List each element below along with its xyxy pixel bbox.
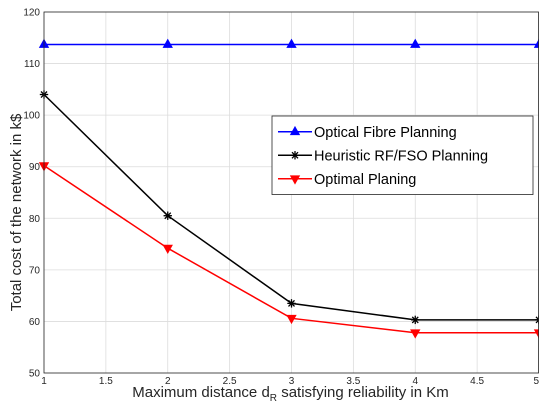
legend-marker	[290, 151, 300, 160]
y-tick-label: 120	[23, 8, 40, 19]
data-point	[162, 38, 173, 48]
legend: Optical Fibre Planning Heuristic RF/FSO P…	[271, 115, 534, 195]
x-axis-label: Maximum distance dR satisfying reliabili…	[132, 384, 449, 404]
y-tick-label: 100	[23, 111, 40, 122]
y-tick-label: 70	[29, 265, 41, 276]
x-tick-label: 3.5	[346, 376, 360, 387]
data-point	[287, 299, 296, 308]
y-tick-label: 110	[24, 59, 40, 70]
data-point	[534, 315, 539, 325]
legend-item: Heuristic RF/FSO Planning	[278, 148, 488, 164]
data-point	[533, 329, 539, 339]
y-tick-label: 50	[29, 369, 41, 380]
data-point	[286, 38, 297, 48]
data-point	[533, 38, 539, 48]
legend-item: Optical Fibre Planning	[278, 125, 457, 141]
data-point	[411, 315, 420, 325]
legend-item: Optimal Planing	[278, 172, 416, 188]
data-point	[286, 314, 297, 325]
x-tick-label: 4	[412, 376, 418, 387]
data-point	[410, 38, 421, 48]
legend-label: Optical Fibre Planning	[314, 125, 457, 141]
x-tick-label: 2	[165, 376, 171, 387]
y-axis-label: Total cost of the network in k$	[8, 113, 25, 311]
y-tick-label: 80	[29, 214, 41, 225]
x-tick-label: 2.5	[223, 376, 237, 387]
legend-label: Optimal Planing	[314, 172, 416, 188]
series-1	[38, 38, 539, 48]
x-axis-label-suffix: satisfying reliability in Km	[277, 384, 449, 401]
x-axis-label-prefix: Maximum distance d	[132, 384, 270, 401]
x-tick-label: 4.5	[470, 376, 484, 387]
x-tick-label: 1.5	[99, 376, 113, 387]
y-tick-label: 60	[29, 317, 41, 328]
legend-box	[271, 115, 534, 195]
x-tick-label: 1	[41, 376, 47, 387]
data-point	[410, 329, 421, 339]
data-point	[162, 244, 173, 255]
legend-label: Heuristic RF/FSO Planning	[314, 148, 488, 164]
y-tick-label: 90	[29, 162, 41, 173]
legend-marker	[289, 125, 301, 136]
data-point	[163, 211, 172, 220]
legend-marker	[289, 175, 301, 185]
series-layer	[38, 38, 539, 339]
x-tick-label: 3	[289, 376, 295, 387]
x-axis-label-subscript: R	[270, 393, 277, 404]
tick-labels: 1 1.5 2 2.5 3 3.5 4 4.5 5 50 60 70 80 90 100 110 120	[23, 8, 539, 388]
x-tick-label: 5	[533, 376, 539, 387]
